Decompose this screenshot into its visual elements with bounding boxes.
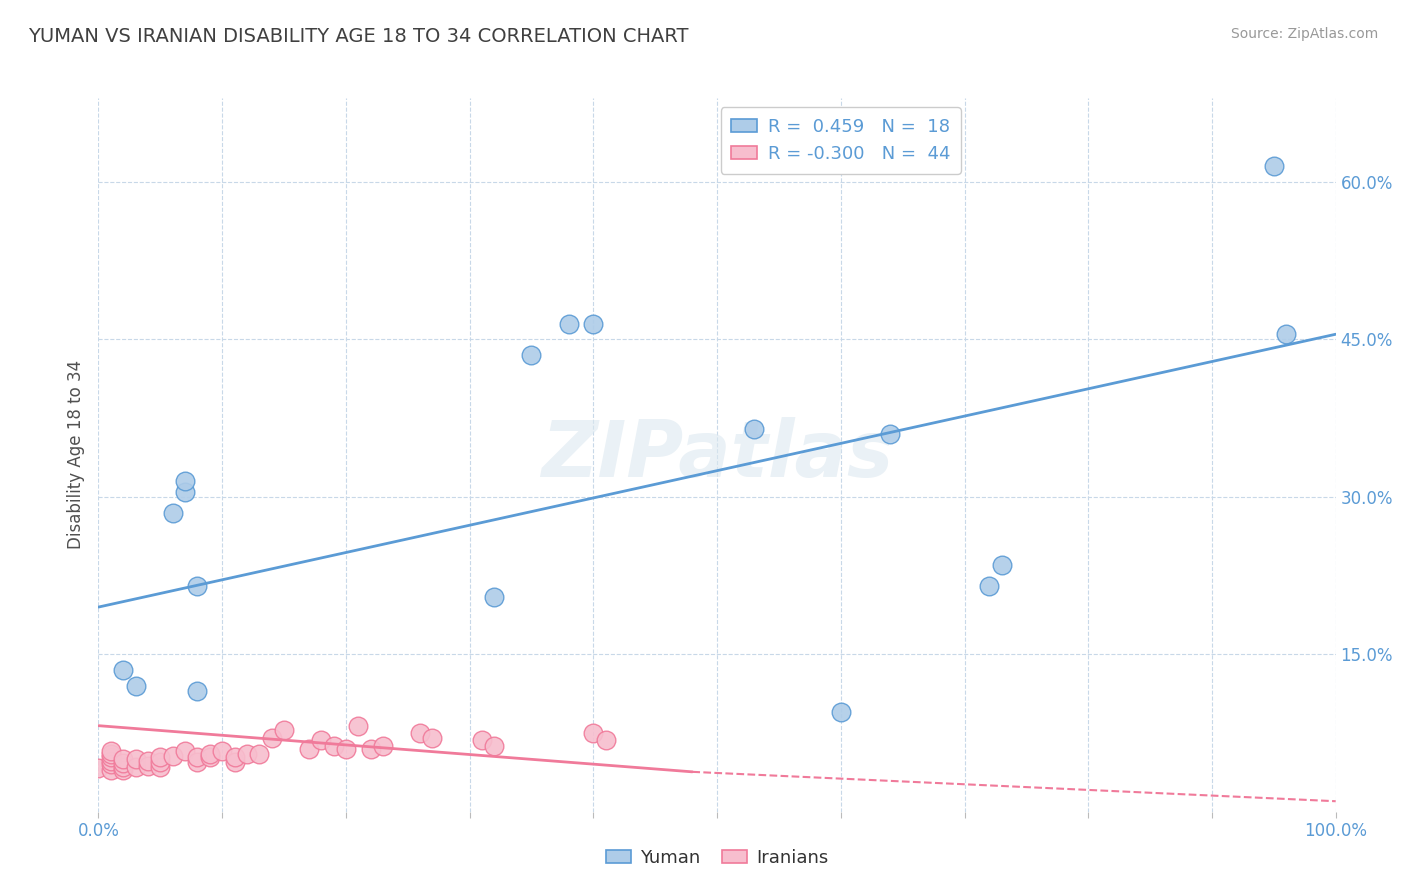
Point — [174, 484, 197, 499]
Point — [112, 763, 135, 777]
Point — [471, 733, 494, 747]
Point — [149, 756, 172, 770]
Point — [211, 744, 233, 758]
Point — [371, 739, 394, 753]
Point — [198, 747, 221, 761]
Y-axis label: Disability Age 18 to 34: Disability Age 18 to 34 — [66, 360, 84, 549]
Point — [112, 752, 135, 766]
Point — [273, 723, 295, 737]
Point — [112, 756, 135, 771]
Point — [322, 739, 344, 753]
Point — [582, 726, 605, 740]
Point — [990, 558, 1012, 573]
Point — [149, 759, 172, 773]
Legend: Yuman, Iranians: Yuman, Iranians — [599, 842, 835, 874]
Point — [879, 426, 901, 441]
Point — [247, 747, 270, 761]
Point — [100, 744, 122, 758]
Text: Source: ZipAtlas.com: Source: ZipAtlas.com — [1230, 27, 1378, 41]
Point — [124, 752, 146, 766]
Point — [136, 755, 159, 769]
Point — [422, 731, 444, 746]
Point — [100, 750, 122, 764]
Point — [174, 474, 197, 488]
Point — [112, 759, 135, 773]
Point — [484, 590, 506, 604]
Point — [186, 756, 208, 770]
Point — [100, 755, 122, 769]
Point — [830, 705, 852, 719]
Point — [742, 422, 765, 436]
Text: YUMAN VS IRANIAN DISABILITY AGE 18 TO 34 CORRELATION CHART: YUMAN VS IRANIAN DISABILITY AGE 18 TO 34… — [28, 27, 689, 45]
Point — [162, 749, 184, 764]
Point — [174, 744, 197, 758]
Point — [1275, 327, 1298, 342]
Point — [224, 750, 246, 764]
Point — [149, 750, 172, 764]
Point — [162, 506, 184, 520]
Point — [224, 756, 246, 770]
Text: ZIPatlas: ZIPatlas — [541, 417, 893, 493]
Point — [100, 763, 122, 777]
Point — [1263, 159, 1285, 173]
Point — [484, 739, 506, 753]
Point — [595, 733, 617, 747]
Point — [236, 747, 259, 761]
Point — [186, 684, 208, 698]
Point — [124, 759, 146, 773]
Point — [557, 317, 579, 331]
Point — [100, 747, 122, 761]
Point — [124, 679, 146, 693]
Point — [309, 733, 332, 747]
Point — [360, 741, 382, 756]
Point — [582, 317, 605, 331]
Point — [186, 579, 208, 593]
Point — [298, 741, 321, 756]
Point — [198, 750, 221, 764]
Point — [100, 757, 122, 772]
Point — [347, 719, 370, 733]
Point — [87, 761, 110, 775]
Point — [186, 750, 208, 764]
Point — [335, 741, 357, 756]
Point — [520, 348, 543, 362]
Point — [979, 579, 1001, 593]
Point — [409, 726, 432, 740]
Point — [136, 758, 159, 772]
Point — [260, 731, 283, 746]
Point — [112, 663, 135, 677]
